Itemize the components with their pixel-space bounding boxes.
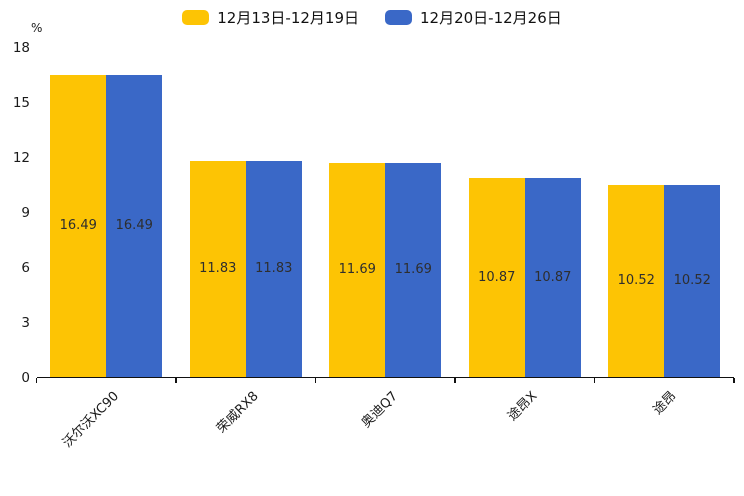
x-axis-tick [593,378,596,384]
x-category-label: 荣威RX8 [213,388,262,437]
bar-week2-荣威RX8[interactable]: 11.83 [245,160,302,378]
legend-label: 12月20日-12月26日 [420,9,562,27]
legend-item-series-1[interactable]: 12月13日-12月19日 [182,7,359,28]
x-category-label: 途昂 [650,388,680,418]
bar-value-label: 10.87 [478,269,516,285]
y-tick-label: 9 [21,204,30,221]
bar-week2-途昂[interactable]: 10.52 [664,184,721,378]
bar-week1-途昂[interactable]: 10.52 [608,184,665,378]
bar-value-label: 11.83 [199,261,237,277]
chart-legend: 12月13日-12月19日 12月20日-12月26日 [0,7,744,28]
bar-week1-沃尔沃XC90[interactable]: 16.49 [50,75,107,378]
bar-value-label: 11.83 [255,261,293,277]
y-tick-label: 3 [21,314,30,331]
bar-value-label: 10.52 [673,273,711,289]
y-tick-label: 18 [12,39,30,56]
x-axis-tick [175,378,177,384]
bar-week1-途昂X[interactable]: 10.87 [468,178,525,378]
legend-swatch-icon [385,10,412,25]
bar-value-label: 16.49 [59,218,97,234]
y-tick-label: 12 [12,149,30,166]
y-tick-label: 0 [21,369,30,386]
legend-label: 12月13日-12月19日 [217,9,359,27]
bar-week2-途昂X[interactable]: 10.87 [524,178,581,378]
bar-week2-奥迪Q7[interactable]: 11.69 [385,163,442,378]
bar-value-label: 11.69 [394,262,432,278]
x-category-label: 奥迪Q7 [358,388,401,431]
y-tick-label: 15 [12,94,30,111]
legend-item-series-2[interactable]: 12月20日-12月26日 [385,7,562,28]
bar-value-label: 10.87 [534,269,572,285]
x-axis-tick [314,378,317,384]
x-category-label: 沃尔沃XC90 [59,388,122,451]
legend-swatch-icon [182,10,210,25]
bar-value-label: 16.49 [115,218,153,234]
bar-week1-奥迪Q7[interactable]: 11.69 [329,163,386,378]
bar-value-label: 11.69 [338,262,376,278]
y-axis-unit-label: % [31,21,43,35]
x-axis-line [36,376,734,379]
x-category-label: 途昂X [504,388,541,425]
x-axis-tick [733,378,735,384]
x-axis-tick [454,378,456,384]
x-axis-tick [35,378,38,384]
bar-week1-荣威RX8[interactable]: 11.83 [189,160,246,378]
bar-value-label: 10.52 [617,273,655,289]
bar-week2-沃尔沃XC90[interactable]: 16.49 [106,75,163,378]
y-tick-label: 6 [21,259,30,276]
